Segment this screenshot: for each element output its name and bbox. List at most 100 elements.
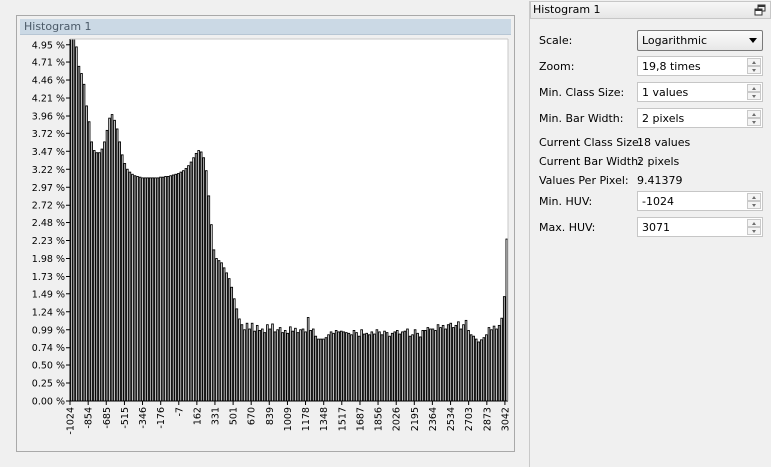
histogram-bar [235, 308, 239, 402]
histogram-chart: 0.00 % 0.25 % 0.50 % 0.74 % 0.99 % 1.24 % 1.49… [20, 37, 511, 449]
x-tick-label: 2534 [446, 407, 457, 431]
histogram-bar [444, 328, 447, 402]
histogram-bar [454, 324, 458, 402]
histogram-bar [339, 330, 343, 402]
histogram-bar [240, 324, 244, 402]
scale-select[interactable]: Logarithmic [637, 30, 763, 51]
y-tick-label: 0.74 % [32, 343, 65, 354]
histogram-bar [502, 296, 506, 402]
histogram-bar [217, 260, 221, 402]
histogram-bar [495, 328, 498, 402]
x-tick-label: 2195 [410, 407, 421, 431]
histogram-bar [439, 327, 442, 402]
y-tick-label: 3.47 % [32, 147, 65, 158]
min-bar-width-spinbox[interactable]: 2 pixels [637, 108, 763, 128]
histogram-bar [342, 331, 346, 402]
histogram-bar [360, 329, 363, 402]
properties-title: Histogram 1 [533, 3, 601, 16]
histogram-bar [75, 46, 78, 402]
spin-down-icon[interactable] [747, 118, 761, 126]
histogram-bar [317, 338, 320, 402]
histogram-bar [373, 333, 376, 402]
histogram-bar [77, 65, 81, 402]
histogram-bar [294, 327, 297, 402]
max-huv-spinbox[interactable]: 3071 [637, 217, 763, 237]
properties-title-bar: Histogram 1 [530, 1, 771, 19]
min-class-size-spin-buttons [747, 84, 761, 100]
histogram-bar [197, 150, 200, 402]
min-bar-width-value: 2 pixels [642, 112, 685, 125]
histogram-bar [278, 327, 282, 402]
histogram-bar [90, 141, 93, 402]
histogram-bar [347, 332, 351, 402]
zoom-spinbox[interactable]: 19,8 times [637, 56, 763, 76]
histogram-bar [311, 328, 315, 402]
min-huv-spinbox[interactable]: -1024 [637, 191, 763, 211]
x-tick-label: -176 [156, 407, 167, 429]
histogram-bar [299, 329, 302, 402]
histogram-bar [352, 330, 356, 402]
histogram-bar [268, 328, 272, 402]
histogram-bar [113, 119, 116, 402]
histogram-bar [401, 331, 404, 402]
histogram-bar [469, 334, 473, 402]
current-class-size-label: Current Class Size: [539, 136, 643, 149]
x-tick-label: 1009 [283, 407, 294, 431]
values-per-pixel-label: Values Per Pixel: [539, 174, 629, 187]
histogram-bar [110, 114, 114, 402]
histogram-bar [187, 165, 190, 402]
x-tick-label: 1687 [355, 407, 366, 431]
histogram-bar [472, 335, 475, 402]
histogram-bar [92, 150, 96, 402]
histogram-bar [176, 173, 180, 402]
values-per-pixel-row: Values Per Pixel: 9.41379 [539, 170, 764, 192]
min-huv-spin-buttons [747, 193, 761, 209]
histogram-bar [416, 332, 419, 402]
zoom-spin-buttons [747, 58, 761, 74]
spin-down-icon[interactable] [747, 92, 761, 100]
spin-down-icon[interactable] [747, 201, 761, 209]
histogram-bar [408, 335, 412, 402]
y-tick-label: 4.95 % [32, 40, 65, 51]
histogram-bar [85, 105, 88, 402]
float-window-icon[interactable] [754, 4, 766, 16]
x-tick-label: -1024 [66, 407, 77, 435]
histogram-bar [238, 318, 241, 402]
histogram-bar [199, 151, 203, 402]
histogram-bar [345, 332, 348, 402]
spin-up-icon[interactable] [747, 110, 761, 118]
spin-up-icon[interactable] [747, 219, 761, 227]
histogram-bar [80, 73, 83, 402]
histogram-bar [301, 328, 305, 402]
histogram-bar [103, 141, 106, 402]
min-class-size-row: Min. Class Size: 1 values [539, 82, 764, 104]
histogram-bar [426, 327, 430, 402]
histogram-bar [393, 331, 397, 402]
spin-down-icon[interactable] [747, 66, 761, 74]
spin-down-icon[interactable] [747, 227, 761, 235]
histogram-bar [388, 335, 391, 402]
current-bar-width-row: Current Bar Width: 2 pixels [539, 151, 764, 173]
spin-up-icon[interactable] [747, 193, 761, 201]
x-tick-label: -346 [138, 407, 149, 429]
x-tick-label: 2703 [464, 407, 475, 431]
values-per-pixel-value: 9.41379 [637, 174, 683, 187]
x-tick-label: -515 [120, 407, 131, 429]
histogram-bar [72, 38, 76, 402]
histogram-svg: 0.00 % 0.25 % 0.50 % 0.74 % 0.99 % 1.24 % 1.49… [32, 38, 511, 435]
min-class-size-spinbox[interactable]: 1 values [637, 82, 763, 102]
y-tick-label: 3.22 % [32, 165, 65, 176]
histogram-bar [131, 173, 134, 402]
histogram-bar [161, 176, 165, 402]
spin-up-icon[interactable] [747, 84, 761, 92]
histogram-bar [380, 334, 384, 402]
spin-up-icon[interactable] [747, 58, 761, 66]
x-tick-label: -7 [174, 407, 185, 416]
histogram-bar [362, 333, 366, 402]
histogram-bar [322, 338, 325, 402]
histogram-bar [429, 328, 432, 402]
histogram-bar [123, 163, 127, 402]
histogram-bar [184, 168, 188, 402]
histogram-bar [128, 171, 132, 402]
histogram-bar [148, 177, 152, 402]
